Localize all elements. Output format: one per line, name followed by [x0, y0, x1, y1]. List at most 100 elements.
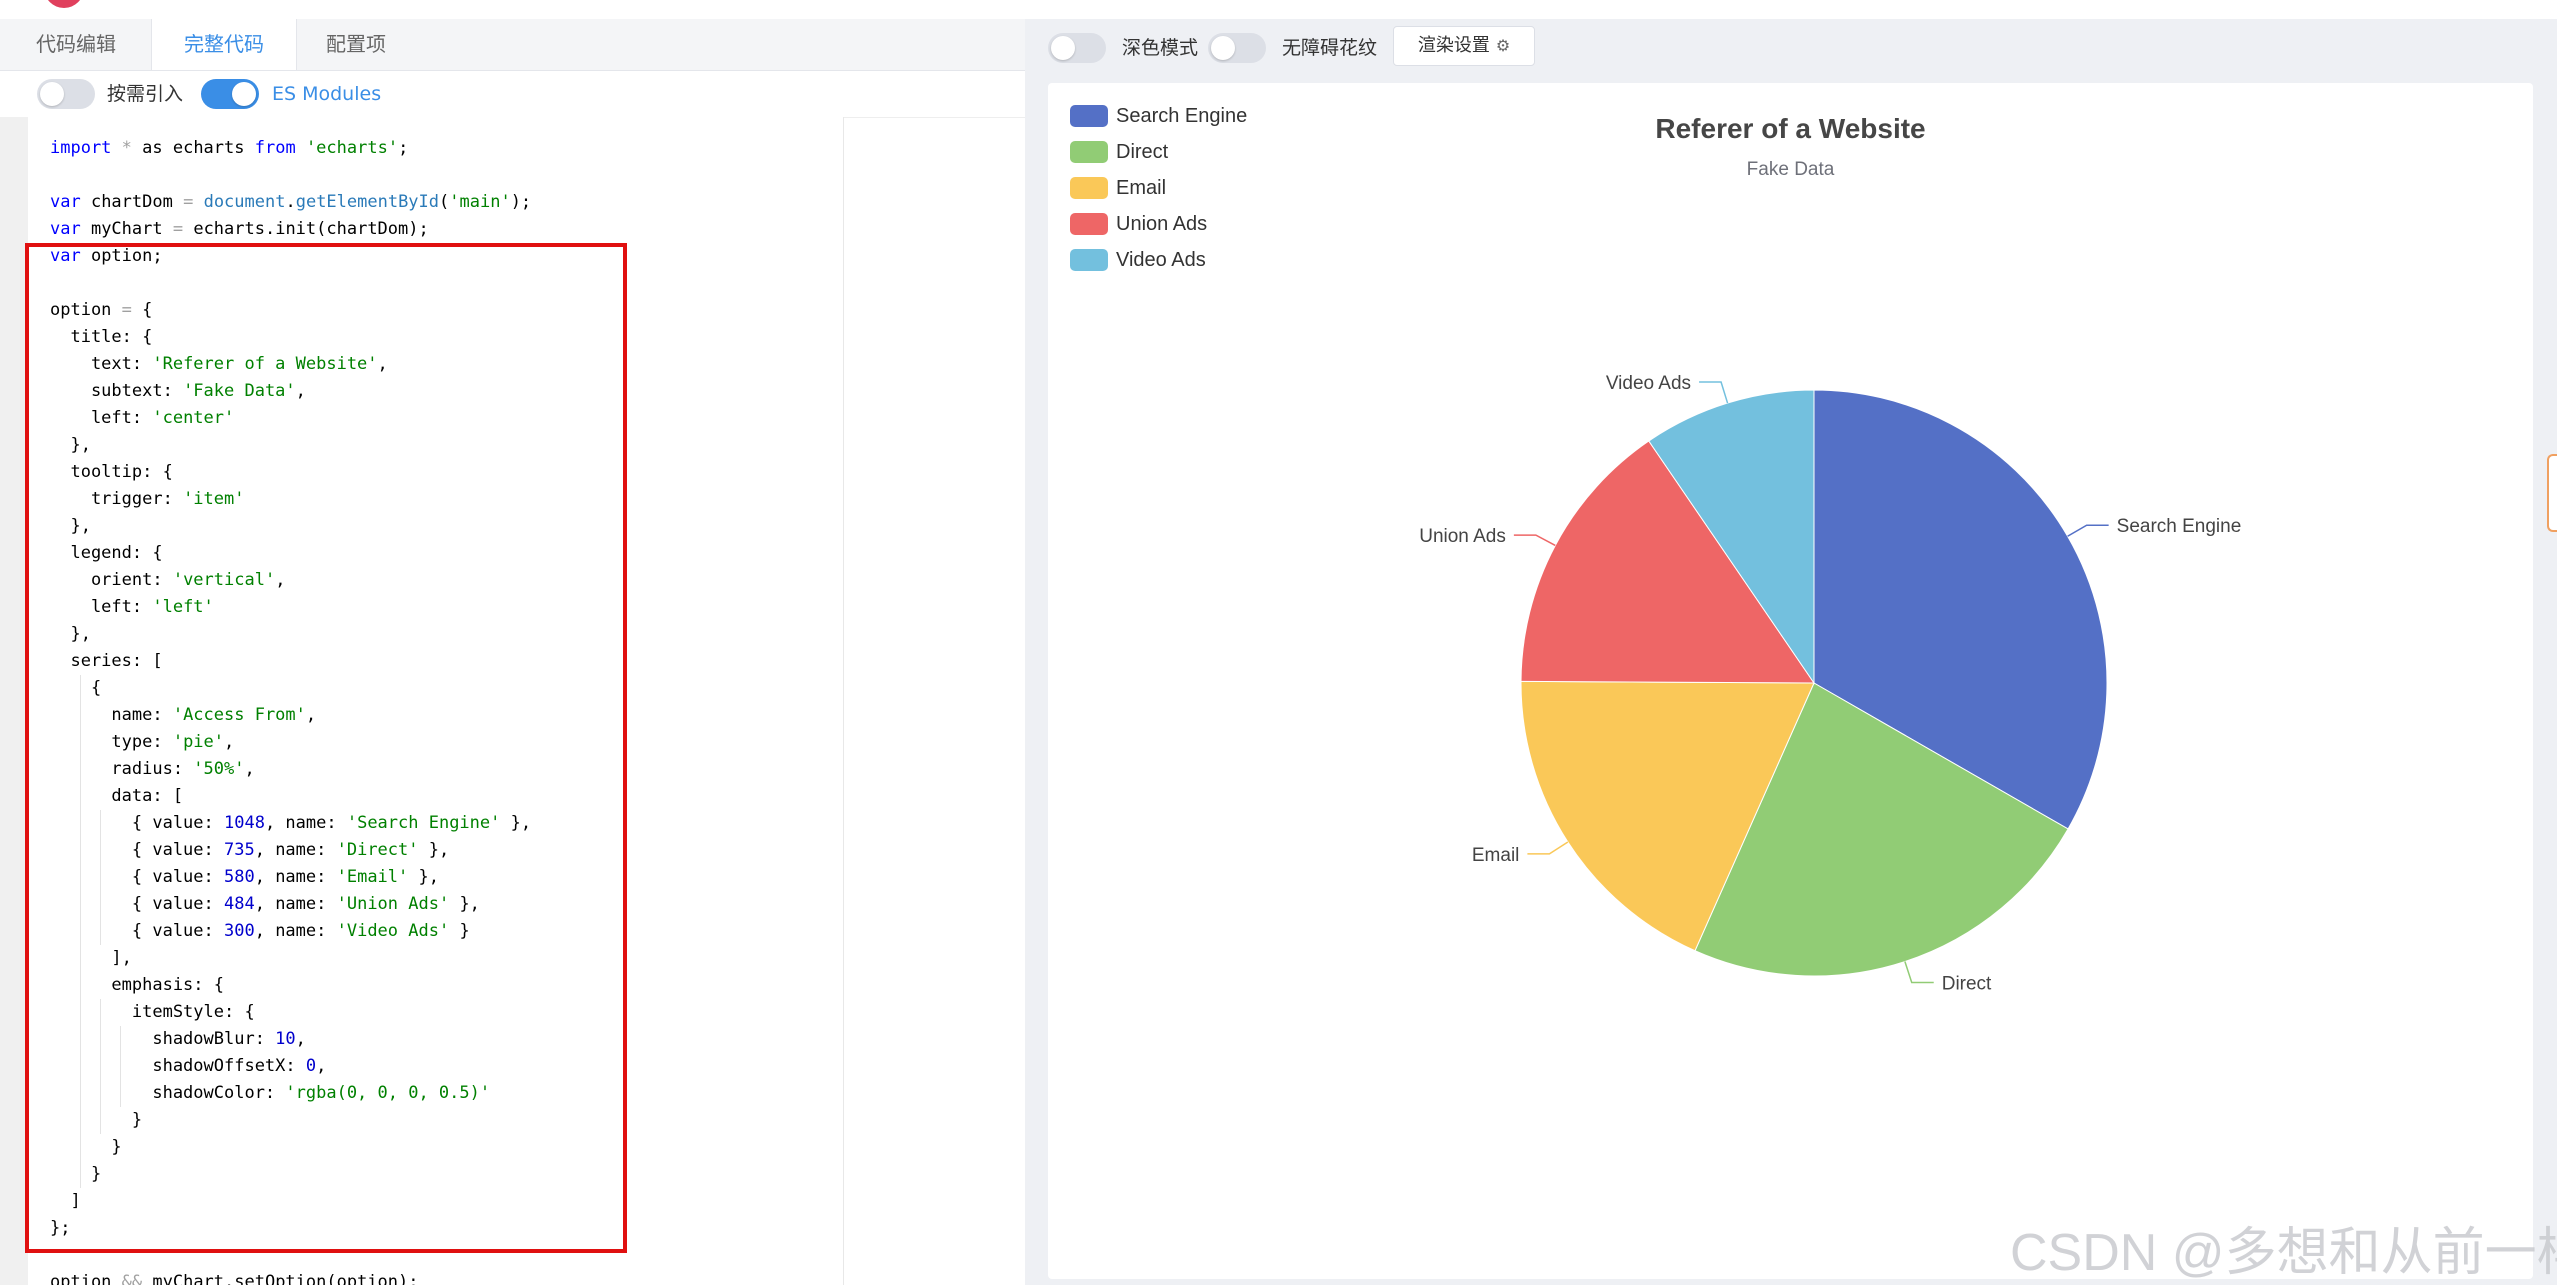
- pie-label: Union Ads: [1419, 526, 1506, 547]
- legend-swatch: [1070, 249, 1108, 271]
- pie-chart[interactable]: Search Engine Direct Email Union Ads Video A…: [1048, 83, 2533, 1279]
- code-line: title: {: [50, 324, 152, 351]
- toggle-knob: [40, 82, 64, 106]
- legend-label: Video Ads: [1116, 249, 1206, 271]
- gear-icon: ⚙: [1495, 36, 1511, 55]
- code-line: var chartDom = document.getElementById('…: [50, 189, 531, 216]
- code-line: option = {: [50, 297, 152, 324]
- code-token: radius:: [50, 759, 194, 779]
- code-token: 580: [224, 867, 255, 887]
- code-token: },: [408, 867, 439, 887]
- code-token: subtext:: [50, 381, 184, 401]
- code-line: },: [50, 621, 90, 648]
- toggle-knob: [232, 82, 256, 106]
- code-token: data: [: [50, 786, 184, 806]
- render-settings-button[interactable]: 渲染设置 ⚙: [1393, 26, 1535, 66]
- code-token: chartDom: [80, 192, 184, 212]
- code-token: var: [50, 192, 81, 212]
- code-token: 'left': [152, 597, 214, 617]
- legend-label: Direct: [1116, 141, 1169, 163]
- code-line: var option;: [50, 243, 163, 270]
- code-line: radius: '50%',: [50, 756, 255, 783]
- code-token: },: [418, 840, 450, 860]
- code-token: ,: [295, 381, 306, 401]
- code-line: }: [50, 1134, 121, 1161]
- code-editor[interactable]: import * as echarts from 'echarts'; var c…: [28, 117, 843, 1285]
- code-token: 'item': [183, 489, 245, 509]
- code-token: ]: [50, 1191, 81, 1211]
- accessibility-pattern-label: 无障碍花纹: [1282, 37, 1378, 59]
- code-token: title: {: [50, 327, 153, 347]
- code-token: ,: [377, 354, 388, 374]
- code-token: 'main': [449, 192, 511, 212]
- code-token: { value:: [50, 867, 224, 887]
- code-line: { value: 580, name: 'Email' },: [50, 864, 439, 891]
- pie-slice[interactable]: [1648, 389, 1815, 685]
- code-token: ],: [50, 948, 132, 968]
- on-demand-toggle[interactable]: [37, 79, 95, 109]
- code-token: 0: [305, 1056, 317, 1076]
- side-scroll-handle[interactable]: [2547, 454, 2557, 532]
- legend-label: Search Engine: [1116, 105, 1248, 127]
- code-token: option: [50, 1272, 122, 1285]
- tab-config[interactable]: 配置项: [326, 32, 386, 56]
- code-token: left:: [50, 597, 153, 617]
- code-token: 'pie': [172, 732, 225, 752]
- code-token: 'rgba(0, 0, 0, 0.5)': [285, 1083, 491, 1103]
- code-token: option: [50, 300, 122, 320]
- code-token: 'Video Ads': [336, 921, 450, 941]
- code-token: as echarts: [142, 138, 255, 158]
- legend-swatch: [1070, 213, 1108, 235]
- pie-slice[interactable]: [1813, 389, 2108, 830]
- code-token: myChart: [80, 219, 173, 239]
- code-token: 'Fake Data': [183, 381, 296, 401]
- code-token: ,: [244, 759, 255, 779]
- tab-full-code[interactable]: 完整代码: [151, 19, 297, 70]
- dark-mode-toggle[interactable]: [1048, 33, 1106, 63]
- code-token: }: [449, 921, 470, 941]
- code-token: option;: [80, 246, 163, 266]
- chart-subtitle: Fake Data: [1746, 159, 1835, 180]
- code-token: text:: [50, 354, 153, 374]
- indent-guide: [100, 810, 101, 945]
- code-line: { value: 300, name: 'Video Ads' }: [50, 918, 470, 945]
- pie-label-line: [1904, 961, 1934, 984]
- dark-mode-label: 深色模式: [1122, 37, 1199, 59]
- code-token: }: [50, 1110, 143, 1130]
- code-token: ,: [316, 1056, 327, 1076]
- tab-code-edit[interactable]: 代码编辑: [36, 32, 116, 56]
- chart-container[interactable]: Referer of a Website Fake Data Search En…: [1048, 83, 2533, 1279]
- code-token: shadowBlur:: [50, 1029, 276, 1049]
- code-token: , name:: [254, 921, 337, 941]
- code-line: option && myChart.setOption(option);: [50, 1269, 418, 1285]
- code-token: getElementById: [295, 192, 440, 212]
- code-token: , name:: [254, 867, 337, 887]
- code-token: itemStyle: {: [50, 1002, 255, 1022]
- code-line: { value: 484, name: 'Union Ads' },: [50, 891, 480, 918]
- code-token: }: [50, 1164, 102, 1184]
- code-line: legend: {: [50, 540, 162, 567]
- legend-label: Union Ads: [1116, 213, 1208, 235]
- code-token: =: [172, 219, 184, 239]
- code-line: },: [50, 513, 90, 540]
- code-token: 'Referer of a Website': [152, 354, 378, 374]
- code-line: orient: 'vertical',: [50, 567, 286, 594]
- code-token: { value:: [50, 894, 224, 914]
- indent-guide: [120, 1026, 121, 1107]
- code-line: }: [50, 1107, 142, 1134]
- code-line: },: [50, 432, 90, 459]
- accessibility-pattern-toggle[interactable]: [1208, 33, 1266, 63]
- es-modules-toggle[interactable]: [201, 79, 259, 109]
- code-line: name: 'Access From',: [50, 702, 316, 729]
- code-line: {: [50, 675, 101, 702]
- code-line: text: 'Referer of a Website',: [50, 351, 388, 378]
- code-token: series: [: [50, 651, 163, 671]
- code-token: (: [439, 192, 450, 212]
- code-line: ]: [50, 1188, 81, 1215]
- code-token: {: [131, 300, 153, 320]
- pie-slice[interactable]: [1694, 682, 2069, 977]
- code-token: shadowOffsetX:: [50, 1056, 306, 1076]
- pie-label: Direct: [1942, 973, 1992, 994]
- code-token: 'Union Ads': [336, 894, 450, 914]
- app-logo[interactable]: [44, 0, 84, 8]
